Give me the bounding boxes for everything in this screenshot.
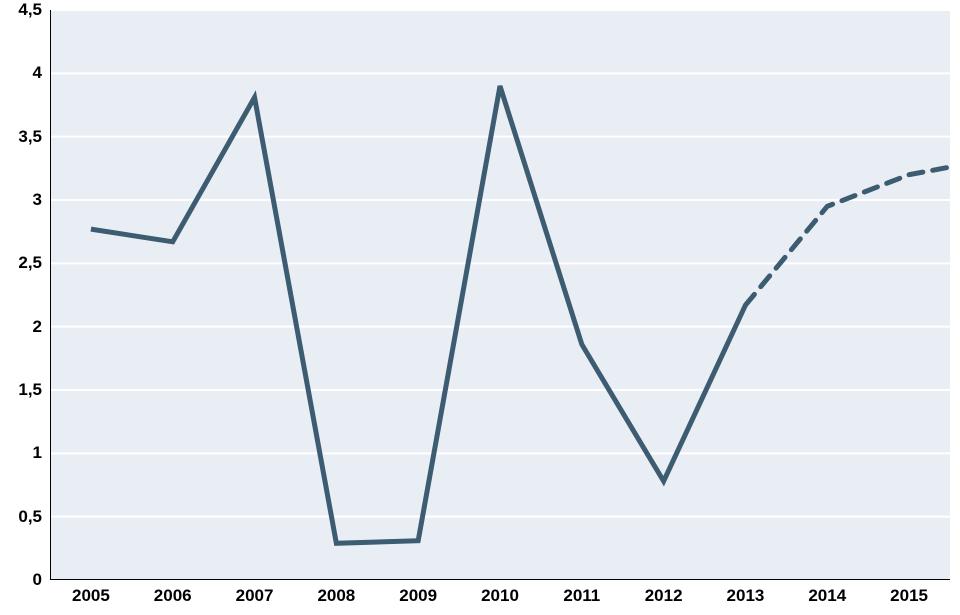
- x-tick-label: 2015: [890, 586, 928, 606]
- y-tick-label: 2,5: [18, 253, 42, 273]
- y-tick-label: 0,5: [18, 507, 42, 527]
- y-tick-label: 0: [33, 570, 42, 590]
- y-tick-label: 3: [33, 190, 42, 210]
- x-tick-label: 2009: [399, 586, 437, 606]
- x-tick-label: 2010: [481, 586, 519, 606]
- chart-container: 0 0,5 1 1,5 2 2,5 3 3,5 4 4,5 2005 2006 2007 2008 200…: [0, 0, 960, 615]
- x-tick-label: 2012: [645, 586, 683, 606]
- series-solid: [91, 86, 746, 543]
- x-tick-label: 2013: [727, 586, 765, 606]
- x-tick-label: 2008: [317, 586, 355, 606]
- y-tick-label: 4: [33, 63, 42, 83]
- y-tick-label: 2: [33, 317, 42, 337]
- y-tick-label: 3,5: [18, 127, 42, 147]
- x-tick-label: 2005: [72, 586, 110, 606]
- x-tick-label: 2011: [563, 586, 600, 606]
- x-tick-label: 2006: [154, 586, 192, 606]
- y-tick-label: 1: [33, 443, 42, 463]
- series: [91, 86, 950, 543]
- y-tick-label: 4,5: [18, 0, 42, 20]
- series-dashed-forecast: [745, 159, 950, 305]
- x-tick-label: 2007: [236, 586, 274, 606]
- y-tick-label: 1,5: [18, 380, 42, 400]
- chart-svg: [50, 10, 950, 580]
- x-tick-label: 2014: [808, 586, 846, 606]
- plot-area: [50, 10, 950, 580]
